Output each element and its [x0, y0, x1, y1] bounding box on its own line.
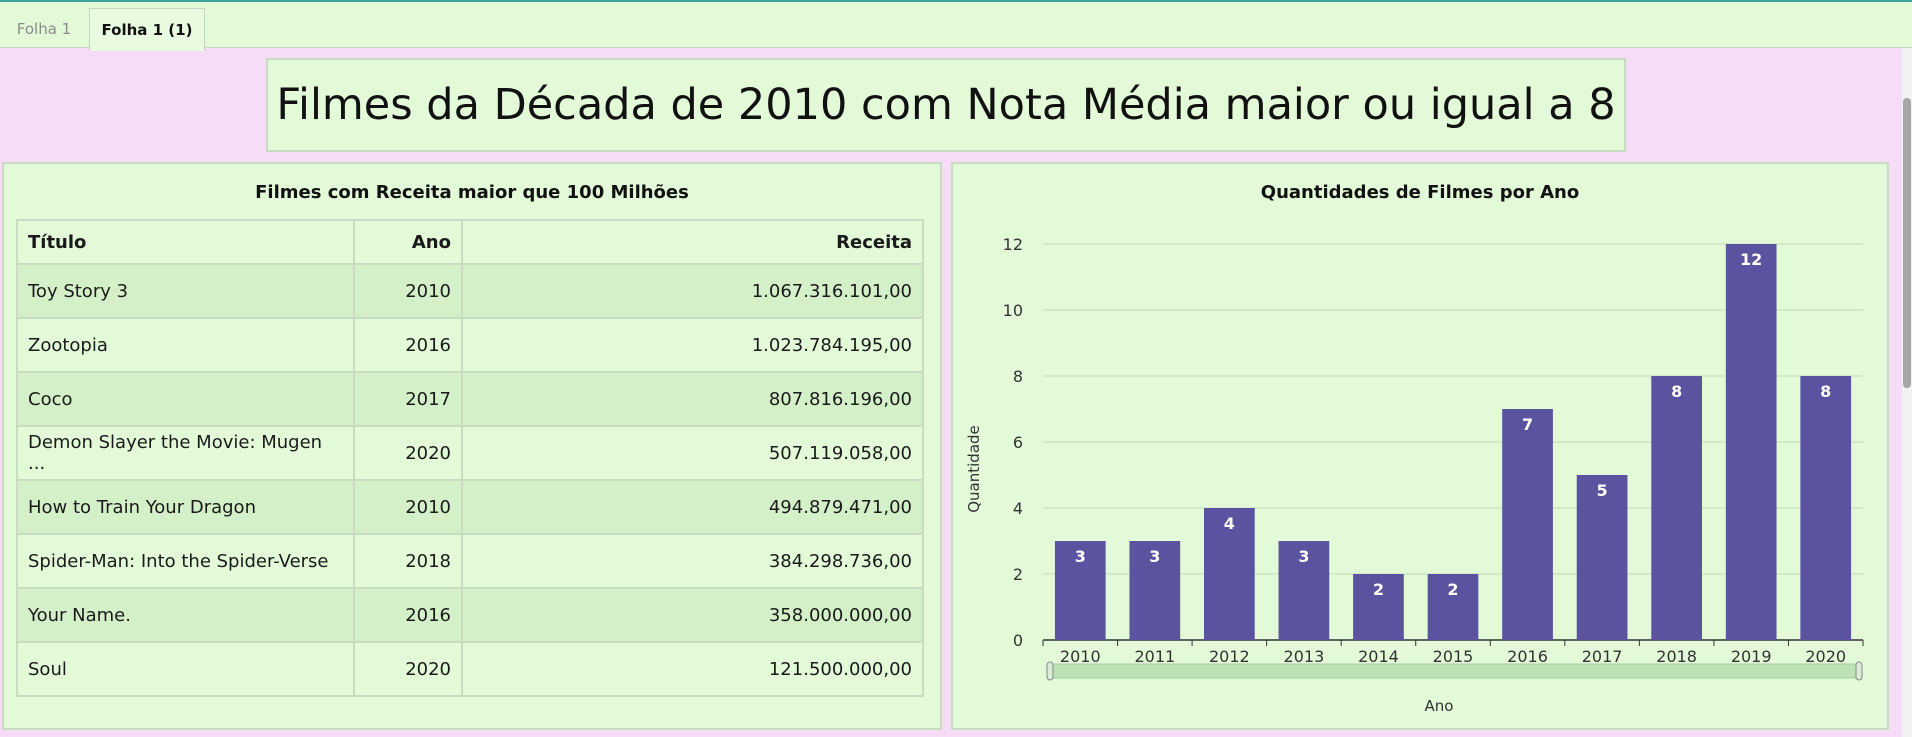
table-row: Zootopia 2016 1.023.784.195,00 — [16, 317, 924, 373]
table-panel-title: Filmes com Receita maior que 100 Milhões — [255, 182, 689, 203]
cell-receita: 507.119.058,00 — [461, 425, 924, 481]
cell-ano: 2020 — [353, 425, 463, 481]
data-label-2013: 3 — [1298, 547, 1309, 566]
cell-receita: 384.298.736,00 — [461, 533, 924, 589]
y-tick-label: 12 — [1003, 235, 1023, 254]
data-label-2012: 4 — [1224, 514, 1235, 533]
cell-ano: 2020 — [353, 641, 463, 697]
table-row: Soul 2020 121.500.000,00 — [16, 641, 924, 697]
y-tick-label: 0 — [1013, 631, 1023, 650]
cell-ano: 2010 — [353, 479, 463, 535]
data-label-2020: 8 — [1820, 382, 1831, 401]
cell-ano: 2016 — [353, 587, 463, 643]
cell-receita: 121.500.000,00 — [461, 641, 924, 697]
tab-folha-1[interactable]: Folha 1 — [16, 20, 72, 38]
bar-2012[interactable] — [1204, 508, 1255, 640]
tab-folha-1-copy[interactable]: Folha 1 (1) — [89, 8, 205, 51]
x-tick-label-2019: 2019 — [1731, 647, 1772, 666]
cell-titulo: Toy Story 3 — [16, 263, 355, 319]
data-label-2015: 2 — [1447, 580, 1458, 599]
cell-ano: 2010 — [353, 263, 463, 319]
bar-2011[interactable] — [1129, 541, 1181, 640]
cell-titulo: Soul — [16, 641, 355, 697]
chart-panel: Quantidades de Filmes por Ano 0 2 4 6 8 10 12 3… — [951, 162, 1889, 730]
data-label-2014: 2 — [1373, 580, 1384, 599]
table-row: How to Train Your Dragon 2010 494.879.47… — [16, 479, 924, 535]
cell-receita: 807.816.196,00 — [461, 371, 924, 427]
data-label-2019: 12 — [1740, 250, 1762, 269]
y-tick-label: 10 — [1003, 301, 1023, 320]
y-tick-label: 4 — [1013, 499, 1023, 518]
revenue-table-panel: Filmes com Receita maior que 100 Milhões… — [2, 162, 942, 730]
bar-2018[interactable] — [1651, 376, 1702, 640]
bar-2014[interactable] — [1353, 574, 1404, 640]
chart-panel-title: Quantidades de Filmes por Ano — [1260, 182, 1580, 203]
bar-2016[interactable] — [1502, 409, 1553, 640]
cell-ano: 2018 — [353, 533, 463, 589]
cell-ano: 2017 — [353, 371, 463, 427]
scrollbar-thumb[interactable] — [1903, 98, 1911, 388]
range-slider[interactable] — [1046, 661, 1863, 681]
table-header-row: Título Ano Receita — [16, 219, 924, 265]
y-tick-label: 8 — [1013, 367, 1023, 386]
bar-2019[interactable] — [1725, 244, 1777, 640]
vertical-scrollbar[interactable] — [1902, 48, 1912, 737]
x-tick-label-2017: 2017 — [1582, 647, 1623, 666]
cell-receita: 1.067.316.101,00 — [461, 263, 924, 319]
column-header-titulo[interactable]: Título — [16, 219, 355, 265]
y-tick-label: 2 — [1013, 565, 1023, 584]
data-label-2018: 8 — [1671, 382, 1682, 401]
range-slider-right-handle[interactable] — [1855, 661, 1863, 681]
cell-receita: 358.000.000,00 — [461, 587, 924, 643]
x-tick-label-2018: 2018 — [1656, 647, 1697, 666]
table-row: Coco 2017 807.816.196,00 — [16, 371, 924, 427]
cell-titulo: Demon Slayer the Movie: Mugen ... — [16, 425, 355, 481]
range-slider-left-handle[interactable] — [1046, 661, 1054, 681]
cell-titulo: Zootopia — [16, 317, 355, 373]
bar-2017[interactable] — [1576, 475, 1628, 640]
x-tick-label-2012: 2012 — [1209, 647, 1250, 666]
bar-2020[interactable] — [1800, 376, 1852, 640]
bar-2013[interactable] — [1278, 541, 1330, 640]
column-header-ano[interactable]: Ano — [353, 219, 463, 265]
x-axis-label: Ano — [1425, 697, 1454, 715]
bar-2010[interactable] — [1054, 541, 1106, 640]
cell-ano: 2016 — [353, 317, 463, 373]
bar-chart: 0 2 4 6 8 10 12 3 2010 3 2011 4 2012 3 2013 2 2014 2 2015 7… — [965, 235, 1864, 715]
x-tick-label-2010: 2010 — [1060, 647, 1101, 666]
table-row: Your Name. 2016 358.000.000,00 — [16, 587, 924, 643]
x-tick-label-2014: 2014 — [1358, 647, 1399, 666]
tab-bar: Folha 1 Folha 1 (1) — [0, 0, 1912, 51]
revenue-table: Título Ano Receita Toy Story 3 2010 1.06… — [16, 219, 924, 697]
table-row: Spider-Man: Into the Spider-Verse 2018 3… — [16, 533, 924, 589]
bar-2015[interactable] — [1427, 574, 1479, 640]
y-tick-label: 6 — [1013, 433, 1023, 452]
x-tick-label-2016: 2016 — [1507, 647, 1548, 666]
page-title-box: Filmes da Década de 2010 com Nota Média … — [266, 58, 1626, 152]
data-label-2016: 7 — [1522, 415, 1533, 434]
x-tick-label-2015: 2015 — [1433, 647, 1474, 666]
cell-titulo: Coco — [16, 371, 355, 427]
cell-titulo: How to Train Your Dragon — [16, 479, 355, 535]
column-header-receita[interactable]: Receita — [461, 219, 924, 265]
data-label-2010: 3 — [1075, 547, 1086, 566]
y-axis-label: Quantidade — [965, 425, 983, 513]
table-row: Toy Story 3 2010 1.067.316.101,00 — [16, 263, 924, 319]
data-label-2017: 5 — [1597, 481, 1608, 500]
cell-titulo: Spider-Man: Into the Spider-Verse — [16, 533, 355, 589]
x-tick-label-2020: 2020 — [1805, 647, 1846, 666]
x-tick-label-2013: 2013 — [1284, 647, 1325, 666]
x-tick-label-2011: 2011 — [1134, 647, 1175, 666]
data-label-2011: 3 — [1149, 547, 1160, 566]
cell-receita: 1.023.784.195,00 — [461, 317, 924, 373]
page-title: Filmes da Década de 2010 com Nota Média … — [276, 80, 1616, 130]
cell-titulo: Your Name. — [16, 587, 355, 643]
table-row: Demon Slayer the Movie: Mugen ... 2020 5… — [16, 425, 924, 481]
cell-receita: 494.879.471,00 — [461, 479, 924, 535]
